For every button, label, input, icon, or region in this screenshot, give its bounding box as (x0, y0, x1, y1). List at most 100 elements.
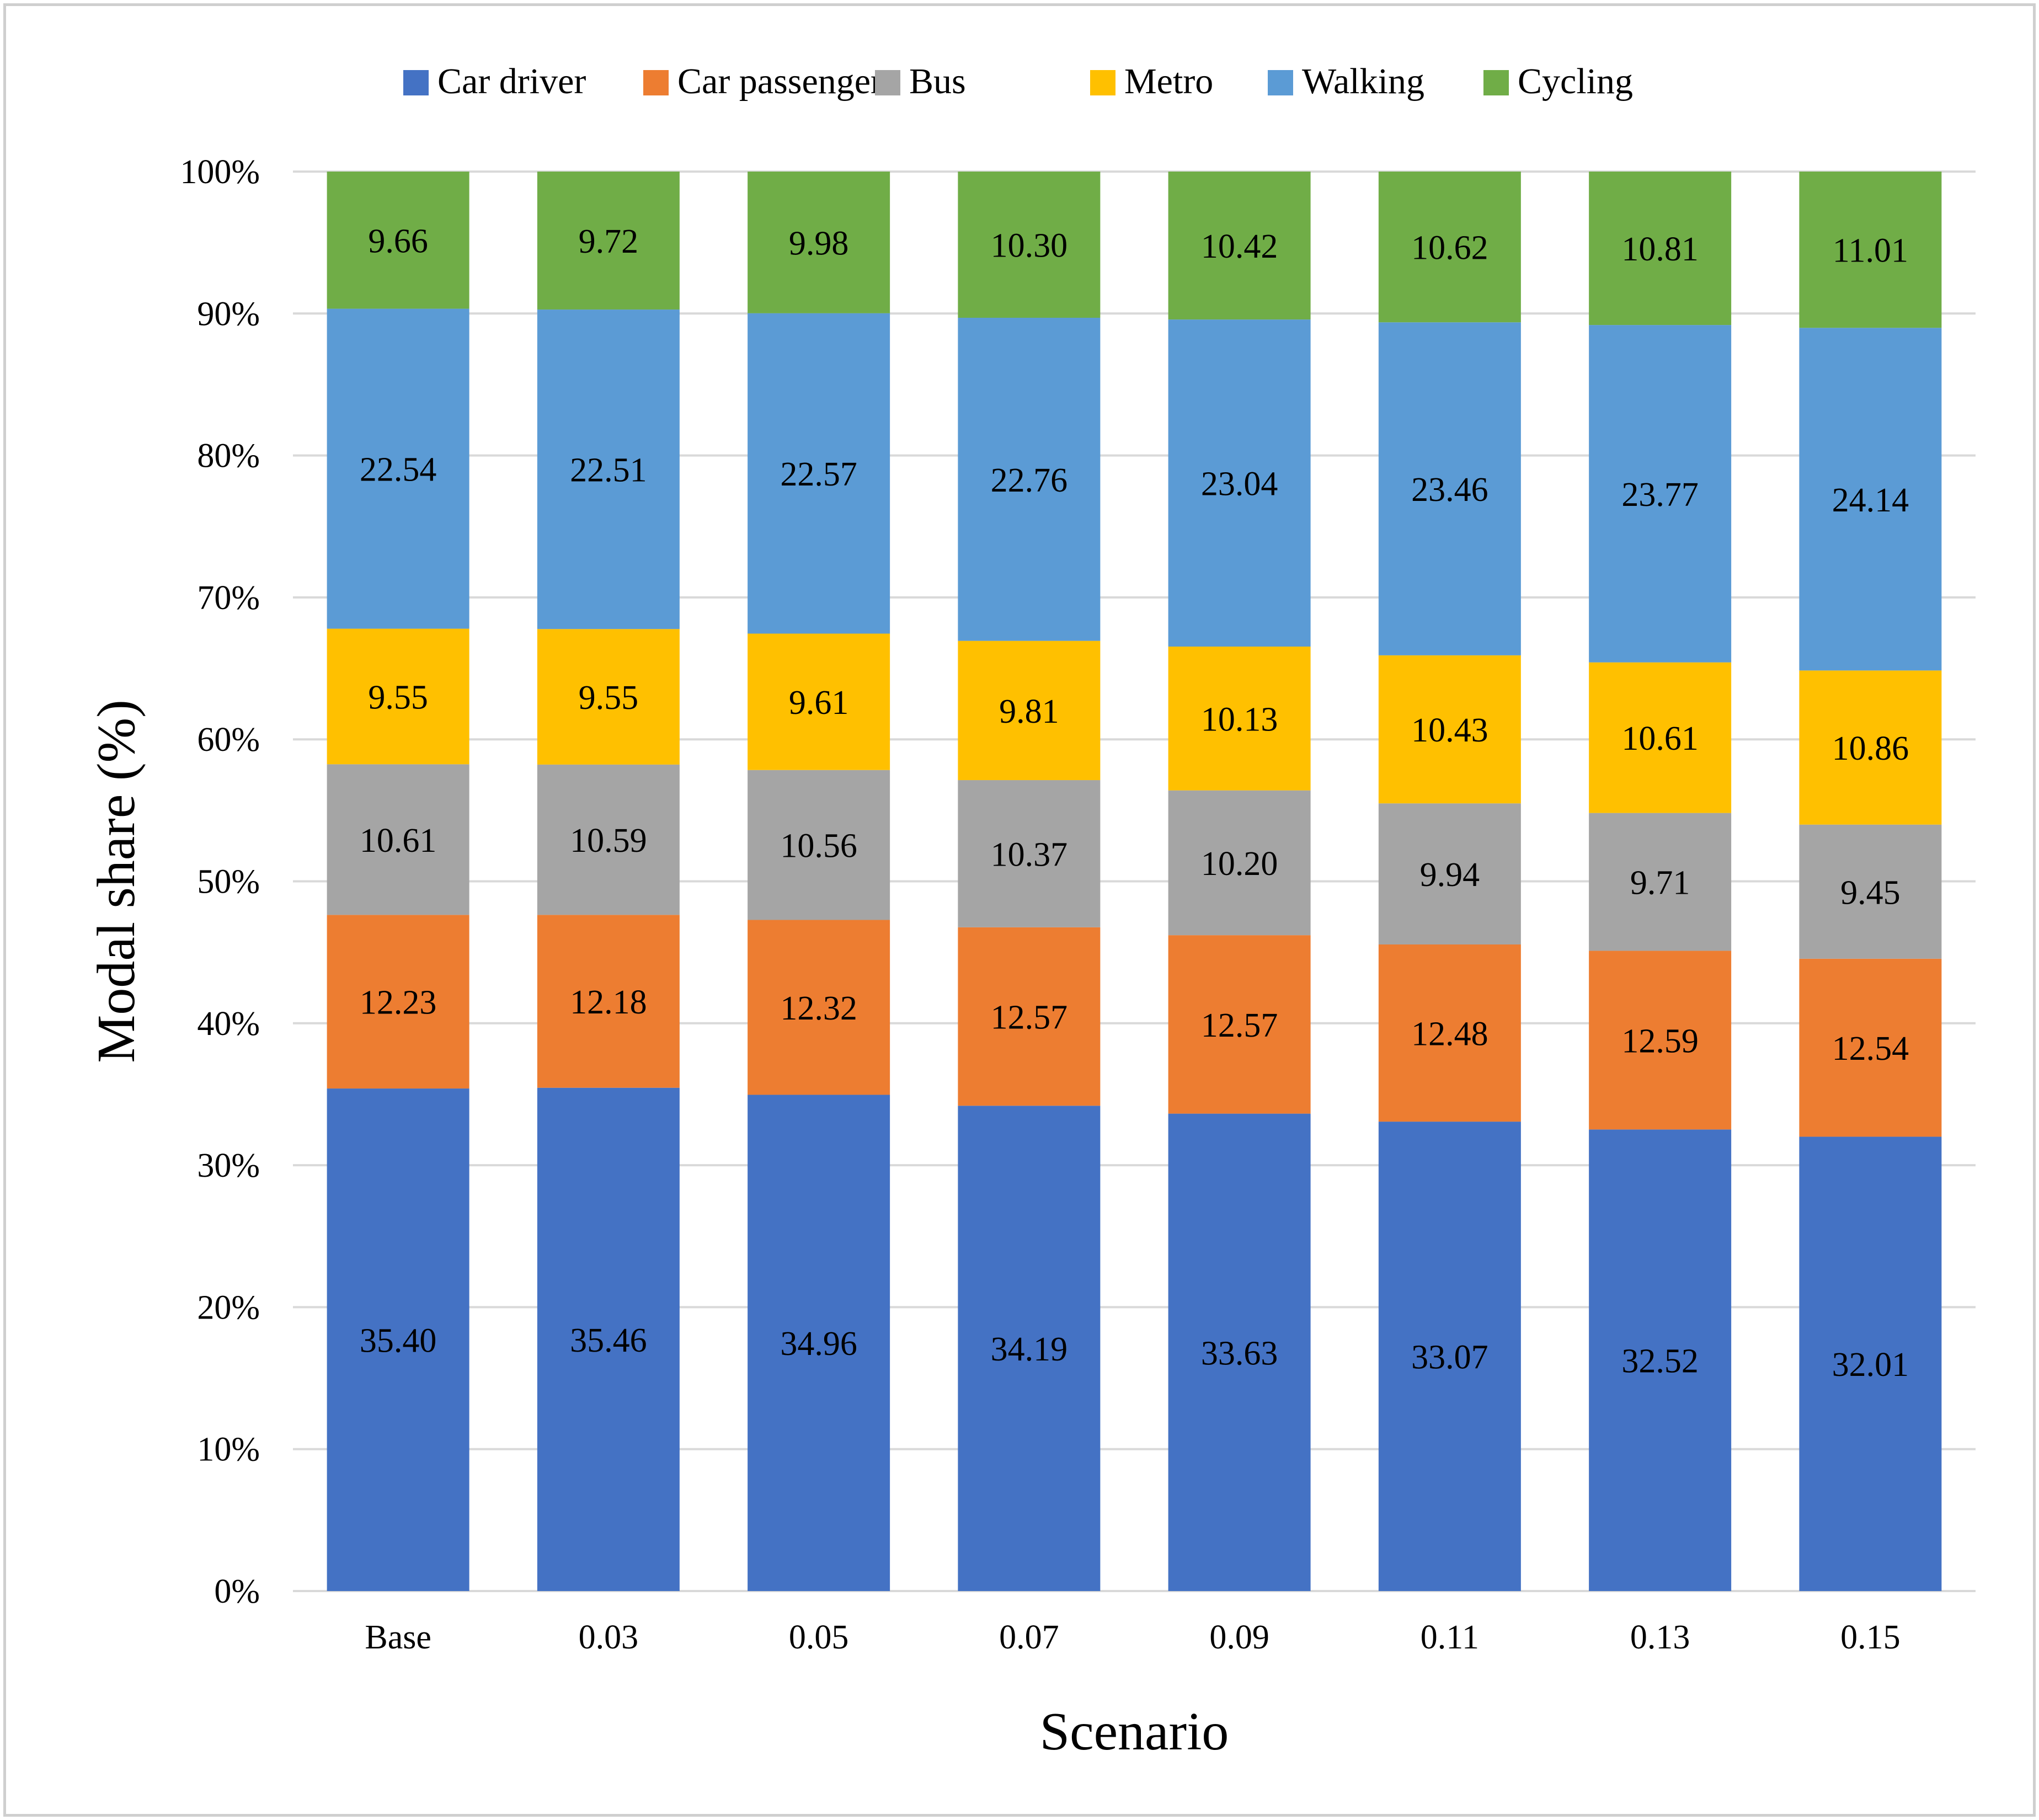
bar-segment (1168, 790, 1311, 936)
legend-swatch (1483, 70, 1509, 95)
data-label: 12.18 (570, 984, 647, 1021)
bar-segment (1799, 172, 1942, 328)
bar-segment (1589, 325, 1732, 663)
data-label: 9.72 (579, 223, 639, 260)
bar-segment (958, 172, 1101, 318)
legend-item: Car passenger (643, 61, 883, 102)
data-label: 22.51 (570, 452, 647, 489)
legend-item: Metro (1090, 61, 1213, 102)
data-label: 33.07 (1411, 1339, 1488, 1376)
legend-swatch (1090, 70, 1115, 95)
y-axis-ticks: 0% 10% 20% 30% 40% 50% 60% 70% 80% 90% 100% (180, 153, 260, 1610)
bar-segment (748, 633, 890, 770)
data-label: 12.57 (991, 999, 1068, 1037)
data-label: 23.46 (1411, 471, 1488, 509)
bar-segment (1168, 1113, 1311, 1591)
legend-swatch (643, 70, 669, 95)
data-label: 9.98 (789, 225, 849, 262)
x-tick-label: Base (365, 1619, 431, 1656)
bar-segment (958, 318, 1101, 641)
bar-segment (1799, 670, 1942, 825)
y-tick-label: 30% (197, 1147, 260, 1184)
bar-segment (537, 1087, 680, 1591)
y-tick-label: 0% (214, 1573, 260, 1610)
bar-segment (1589, 813, 1732, 951)
bar-segment (1378, 944, 1521, 1122)
x-axis-ticks: Base 0.03 0.05 0.07 0.09 0.11 0.13 0.15 (365, 1619, 1900, 1656)
y-tick-label: 50% (197, 863, 260, 901)
legend-label: Walking (1302, 61, 1424, 102)
bar-segment (537, 309, 680, 629)
bar-segment (327, 1088, 469, 1591)
data-label: 9.71 (1630, 864, 1690, 902)
data-label: 10.20 (1201, 845, 1278, 883)
data-label: 9.94 (1420, 856, 1480, 894)
legend-label: Metro (1124, 61, 1213, 102)
data-label: 23.04 (1201, 466, 1278, 503)
data-label: 12.48 (1411, 1016, 1488, 1053)
legend-label: Cycling (1518, 61, 1633, 102)
bar-segment (1378, 322, 1521, 655)
legend-item: Cycling (1483, 61, 1633, 102)
bar-segment (327, 764, 469, 915)
x-tick-label: 0.11 (1421, 1619, 1479, 1656)
y-tick-label: 40% (197, 1005, 260, 1043)
data-label: 34.19 (991, 1331, 1068, 1368)
bar-segment (537, 172, 680, 310)
data-label: 9.55 (368, 679, 428, 716)
legend-swatch (1268, 70, 1293, 95)
data-label: 10.43 (1411, 712, 1488, 749)
legend-item: Car driver (403, 61, 586, 102)
bar-segment (1378, 803, 1521, 944)
bar-segment (537, 764, 680, 915)
legend-item: Bus (875, 61, 966, 102)
bar-segment (1168, 647, 1311, 791)
data-label: 9.66 (368, 222, 428, 260)
y-tick-label: 70% (197, 579, 260, 617)
data-label: 12.23 (360, 984, 437, 1022)
bar-segment (748, 1095, 890, 1591)
bar-segment (537, 915, 680, 1088)
data-label: 23.77 (1621, 476, 1699, 514)
bar-segment (748, 770, 890, 920)
y-tick-label: 90% (197, 295, 260, 333)
data-label: 9.45 (1840, 874, 1901, 911)
data-label: 9.55 (579, 679, 639, 717)
data-label: 12.59 (1621, 1022, 1699, 1060)
data-label: 10.37 (991, 836, 1068, 873)
bar-segment (1589, 951, 1732, 1130)
bars: 35.40 12.23 10.61 9.55 22.54 9.66 35.46 12.18 10… (327, 172, 1942, 1591)
data-label: 10.13 (1201, 701, 1278, 738)
data-label: 10.61 (360, 822, 437, 860)
data-label: 34.96 (780, 1325, 857, 1363)
x-tick-label: 0.15 (1840, 1619, 1901, 1656)
data-label: 12.57 (1201, 1007, 1278, 1044)
bar-segment (1589, 172, 1732, 325)
data-label: 24.14 (1832, 482, 1909, 519)
data-label: 10.30 (991, 227, 1068, 265)
bar-segment (1168, 172, 1311, 320)
x-tick-label: 0.13 (1630, 1619, 1690, 1656)
x-tick-label: 0.07 (999, 1619, 1059, 1656)
bar-segment (1799, 1136, 1942, 1591)
legend-swatch (403, 70, 429, 95)
bar-segment (537, 629, 680, 765)
y-tick-label: 60% (197, 721, 260, 759)
data-label: 10.62 (1411, 229, 1488, 267)
chart-frame: 35.40 12.23 10.61 9.55 22.54 9.66 35.46 12.18 10… (3, 3, 2036, 1817)
legend-label: Car driver (437, 61, 586, 102)
bar-segment (958, 641, 1101, 781)
bar-segment (1799, 824, 1942, 959)
data-label: 32.01 (1832, 1346, 1909, 1384)
x-axis-title: Scenario (1040, 1702, 1229, 1762)
legend-item: Walking (1268, 61, 1424, 102)
data-label: 11.01 (1833, 232, 1908, 270)
data-label: 22.54 (360, 451, 437, 489)
data-label: 10.59 (570, 822, 647, 860)
data-label: 35.46 (570, 1322, 647, 1359)
bar-segment (327, 915, 469, 1089)
data-label: 10.42 (1201, 228, 1278, 265)
data-label: 9.81 (999, 693, 1059, 730)
bar-segment (1589, 662, 1732, 813)
y-tick-label: 100% (180, 153, 260, 191)
